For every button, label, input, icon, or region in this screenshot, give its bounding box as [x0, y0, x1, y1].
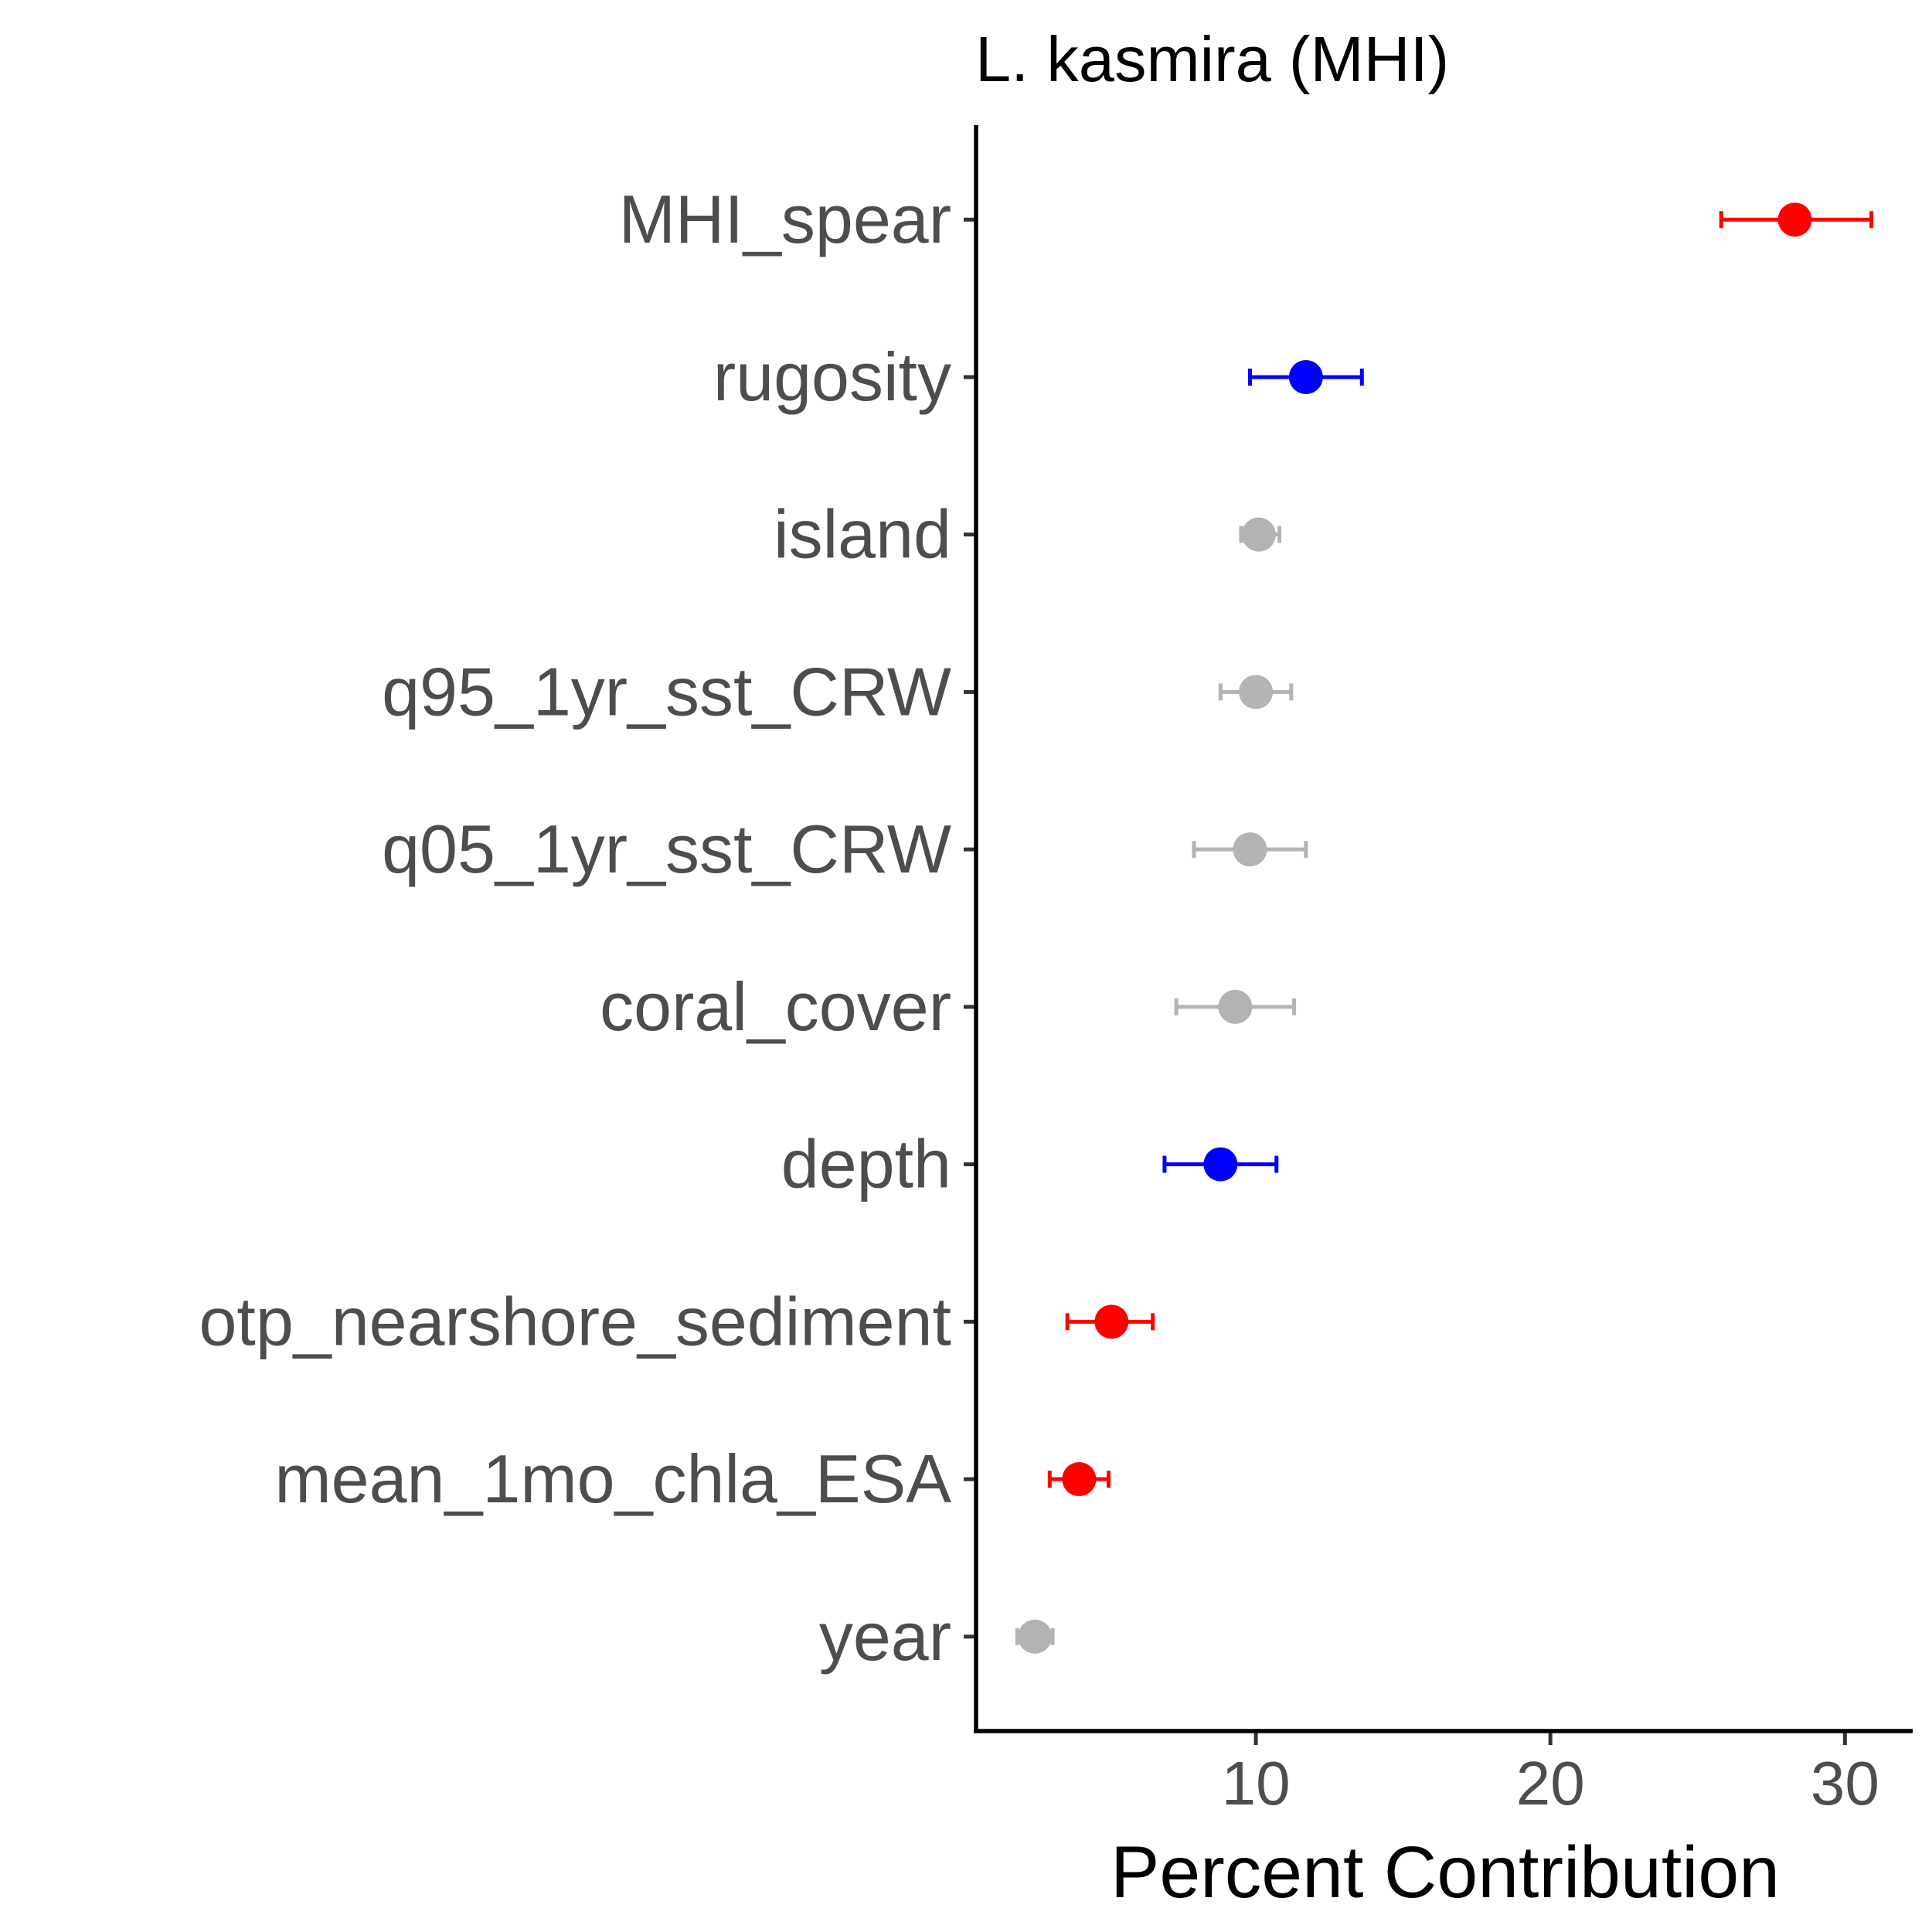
data-point	[1239, 675, 1274, 709]
category-label: q95_1yr_sst_CRW	[382, 653, 951, 730]
error-bars	[1015, 211, 1874, 1645]
category-label: otp_nearshore_sediment	[199, 1283, 951, 1359]
category-label: island	[774, 496, 951, 573]
data-point	[1777, 202, 1812, 237]
x-axis-title: Percent Contribution	[1111, 1832, 1780, 1913]
data-point	[1218, 989, 1253, 1024]
category-label: mean_1mo_chla_ESA	[274, 1440, 951, 1517]
category-label: depth	[781, 1126, 951, 1202]
data-point	[1094, 1304, 1129, 1339]
category-labels: MHI_spear rugosity island q95_1yr_sst_CRW q0…	[199, 181, 951, 1675]
x-tick-label: 10	[1222, 1749, 1291, 1818]
x-tick-label: 30	[1811, 1749, 1879, 1818]
data-point	[1233, 832, 1267, 867]
x-tick-label: 20	[1516, 1749, 1585, 1818]
category-label: q05_1yr_sst_CRW	[382, 811, 951, 887]
category-label: year	[819, 1598, 951, 1675]
data-points	[1018, 202, 1812, 1654]
data-point	[1288, 359, 1323, 394]
category-label: rugosity	[713, 338, 951, 415]
data-point	[1018, 1619, 1053, 1654]
chart-title: L. kasmira (MHI)	[975, 23, 1449, 95]
x-axis-tick-labels: 10 20 30	[1222, 1749, 1879, 1818]
data-point	[1241, 517, 1276, 552]
data-point	[1062, 1462, 1097, 1497]
x-axis-ticks	[1253, 1731, 1847, 1745]
category-label: coral_cover	[600, 968, 951, 1045]
data-point	[1203, 1147, 1238, 1182]
category-label: MHI_spear	[619, 181, 951, 257]
